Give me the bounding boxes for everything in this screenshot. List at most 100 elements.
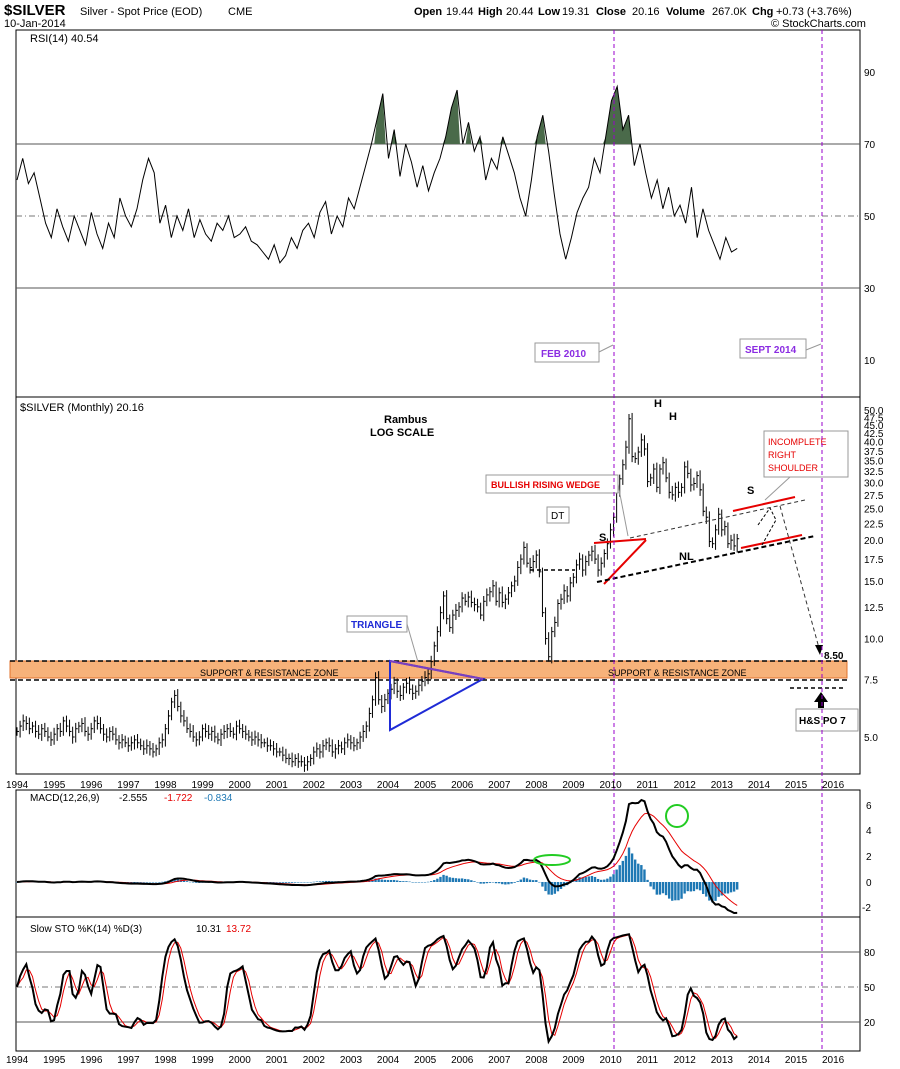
macd-hist-bar	[154, 882, 158, 883]
macd-hist-bar	[467, 879, 470, 882]
macd-hist-bar	[501, 882, 504, 885]
macd-hist-bar	[426, 881, 430, 883]
macd-hist-bar	[182, 880, 186, 882]
quote-open-label: Open	[414, 6, 442, 18]
x-label-sto-2006: 2006	[451, 1055, 474, 1066]
quote-line: Open 19.44 High 20.44 Low 19.31 Close 20…	[414, 6, 852, 18]
x-label-1994: 1994	[6, 780, 29, 791]
macd-hist-bar	[581, 877, 584, 882]
macd-hist-bar	[553, 882, 557, 894]
price-tick-17.5: 17.5	[864, 555, 884, 566]
macd-hist-bar	[386, 879, 390, 882]
macd-hist-bar	[151, 882, 155, 883]
zone-label-right: SUPPORT & RESISTANCE ZONE	[608, 668, 747, 678]
price-tick-50.0: 50.0	[864, 406, 884, 417]
macd-hist-bar	[541, 882, 544, 887]
watermark: © StockCharts.com	[771, 18, 866, 30]
zone-label-left: SUPPORT & RESISTANCE ZONE	[200, 668, 339, 678]
right-shoulder-label: S	[747, 485, 754, 497]
rsi-line	[16, 84, 738, 264]
target-arrow-line	[779, 505, 820, 649]
instrument-name: Silver - Spot Price (EOD)	[80, 6, 202, 18]
macd-hist-bar	[535, 880, 538, 882]
macd-hist-bar	[429, 881, 433, 882]
rsi-tick-70: 70	[864, 140, 876, 151]
macd-hist-bar	[637, 863, 640, 882]
target-arrowhead	[815, 645, 823, 655]
macd-tick-neg2: -2	[862, 903, 871, 914]
x-label-2012: 2012	[674, 780, 697, 791]
head-label-1: H	[654, 398, 662, 410]
x-label-sto-1996: 1996	[80, 1055, 103, 1066]
macd-hist-bar	[658, 882, 662, 895]
sept-2014-label: SEPT 2014	[745, 345, 797, 356]
x-axis-labels-sto: 1994 1995 1996 1997 1998 1999 2000 2001 2002 2003…	[6, 1055, 845, 1066]
macd-hist-bar	[482, 882, 485, 884]
macd-hist-bar	[439, 876, 442, 882]
macd-hist-bar	[383, 879, 387, 882]
macd-hist-bar	[324, 880, 328, 882]
price-bars	[16, 412, 740, 772]
sept-2014-pointer	[805, 343, 822, 351]
x-label-sto-2007: 2007	[488, 1055, 511, 1066]
macd-hist-bar	[655, 882, 659, 895]
quote-chg: +0.73 (+3.76%)	[776, 6, 852, 18]
x-label-sto-2012: 2012	[674, 1055, 697, 1066]
x-label-sto-2015: 2015	[785, 1055, 808, 1066]
macd-hist-bar	[609, 876, 612, 882]
x-label-2010: 2010	[599, 780, 622, 791]
macd-hist-bar	[680, 882, 683, 899]
macd-hist-bar	[531, 880, 535, 882]
macd-hist-bar	[399, 881, 402, 882]
price-tick-42.5: 42.5	[864, 429, 884, 440]
macd-hist-bar	[692, 882, 696, 892]
incomplete-label-pointer	[764, 476, 791, 501]
macd-hist-bar	[331, 881, 334, 882]
x-label-sto-1994: 1994	[6, 1055, 29, 1066]
sto-k-line	[16, 933, 738, 1045]
neckline-label: NL	[679, 551, 694, 563]
x-label-2002: 2002	[303, 780, 326, 791]
macd-hist-bar	[312, 881, 315, 883]
sept-2014-label-box	[739, 338, 807, 359]
macd-cross-ellipse-1	[533, 854, 571, 866]
hs-po-label: H&S PO 7	[799, 716, 846, 727]
x-label-sto-2004: 2004	[377, 1055, 400, 1066]
triangle-upper-line	[389, 660, 484, 680]
price-tick-47.5: 47.5	[864, 413, 884, 424]
macd-hist-bar	[618, 865, 621, 882]
macd-hist-bar	[278, 882, 281, 883]
macd-hist-bar	[726, 882, 730, 894]
quote-open: 19.44	[446, 6, 474, 18]
incomplete-label-3: SHOULDER	[768, 463, 819, 473]
macd-hist-bar	[525, 878, 529, 882]
x-label-sto-2014: 2014	[748, 1055, 771, 1066]
macd-hist-bar	[420, 882, 424, 883]
macd-tick-6: 6	[866, 801, 872, 812]
x-label-2008: 2008	[525, 780, 548, 791]
macd-hist-bar	[683, 882, 686, 894]
macd-histogram	[15, 847, 739, 903]
x-label-sto-2000: 2000	[229, 1055, 252, 1066]
macd-hist-bar	[130, 882, 133, 883]
macd-hist-bar	[176, 879, 179, 882]
macd-axis-ticks: 6 4 2 0 -2	[862, 801, 872, 914]
level-850-label: 8.50	[824, 651, 844, 662]
left-shoulder-label: S	[599, 532, 606, 544]
price-tick-12.5: 12.5	[864, 603, 884, 614]
macd-hist-bar	[708, 882, 711, 901]
macd-tick-0: 0	[866, 878, 872, 889]
x-label-2014: 2014	[748, 780, 771, 791]
quote-close-label: Close	[596, 6, 626, 18]
macd-hist-bar	[494, 882, 498, 884]
macd-hist-bar	[380, 879, 383, 882]
price-axis-ticks: 50.047.545.042.540.037.535.032.530.027.5…	[864, 406, 884, 744]
rsi-axis-ticks: 90 70 50 30 10	[864, 68, 876, 367]
price-tick-40.0: 40.0	[864, 438, 884, 449]
rsi-title: RSI(14) 40.54	[30, 33, 98, 45]
quote-high: 20.44	[506, 6, 534, 18]
macd-hist-value: -0.834	[204, 793, 233, 804]
macd-hist-bar	[454, 878, 458, 882]
macd-hist-bar	[145, 882, 149, 883]
